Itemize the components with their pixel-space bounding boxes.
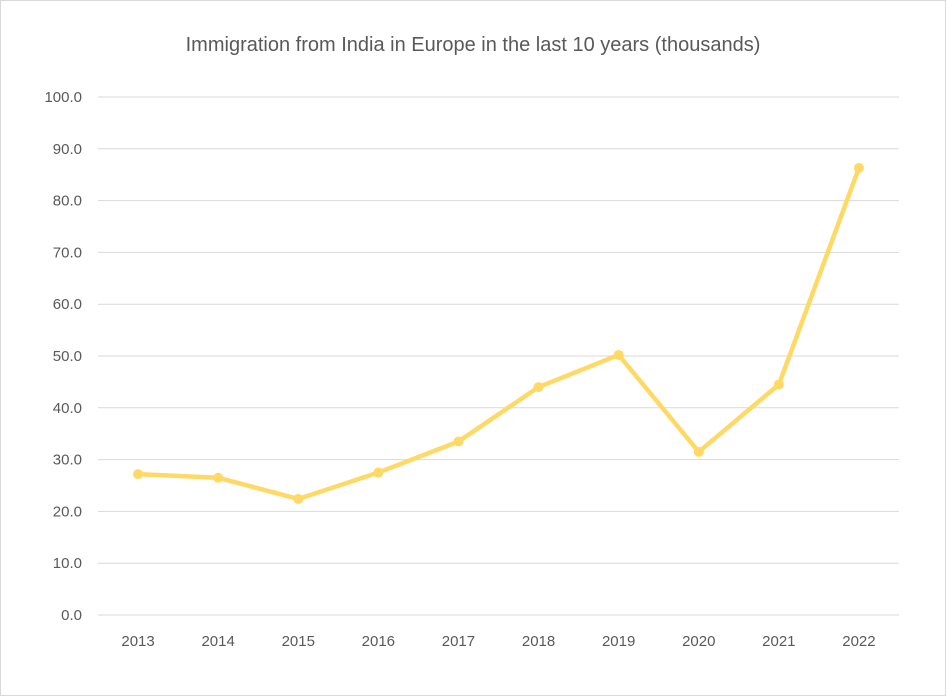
y-tick-label: 40.0: [53, 400, 82, 417]
x-tick-label: 2021: [762, 633, 795, 650]
y-tick-label: 60.0: [53, 296, 82, 313]
data-point: [133, 469, 144, 480]
x-tick-label: 2016: [362, 633, 395, 650]
data-point: [773, 379, 784, 390]
x-tick-label: 2017: [442, 633, 475, 650]
y-tick-label: 80.0: [53, 193, 82, 210]
x-tick-label: 2022: [842, 633, 875, 650]
x-tick-label: 2015: [282, 633, 315, 650]
chart-title: Immigration from India in Europe in the …: [185, 34, 761, 56]
data-point: [533, 382, 544, 393]
series-line: [135, 165, 862, 502]
y-tick-label: 50.0: [53, 348, 82, 365]
x-tick-label: 2019: [602, 633, 635, 650]
x-tick-label: 2018: [522, 633, 555, 650]
y-tick-label: 90.0: [53, 141, 82, 158]
y-tick-label: 100.0: [44, 89, 82, 106]
x-tick-label: 2020: [682, 633, 715, 650]
x-tick-label: 2013: [121, 633, 154, 650]
y-tick-label: 30.0: [53, 452, 82, 469]
y-tick-label: 10.0: [53, 555, 82, 572]
y-tick-label: 20.0: [53, 503, 82, 520]
x-tick-label: 2014: [201, 633, 234, 650]
data-point: [693, 446, 704, 457]
data-point: [373, 467, 384, 478]
data-point: [853, 162, 864, 173]
y-tick-label: 0.0: [61, 607, 82, 624]
data-point: [613, 349, 624, 360]
data-point: [213, 472, 224, 483]
data-point: [453, 436, 464, 447]
y-tick-label: 70.0: [53, 244, 82, 261]
data-point: [293, 493, 304, 504]
